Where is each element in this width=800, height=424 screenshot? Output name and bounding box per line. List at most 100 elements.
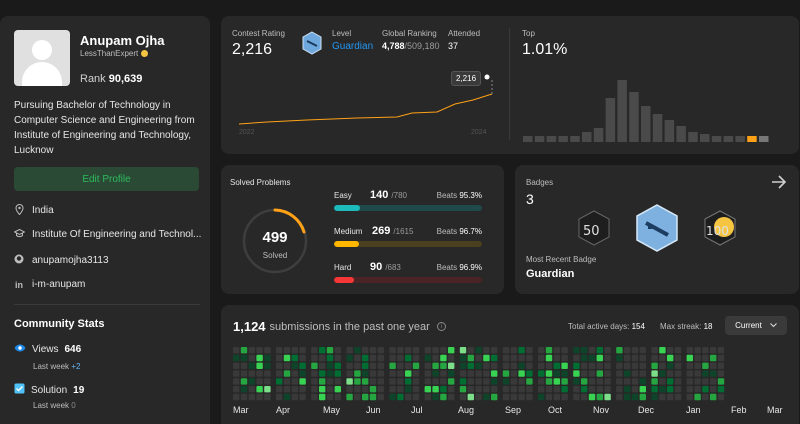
heatmap-cell[interactable]: [377, 362, 384, 369]
heatmap-cell[interactable]: [659, 393, 666, 401]
heatmap-cell[interactable]: [283, 347, 291, 354]
heatmap-cell[interactable]: [624, 347, 631, 354]
heatmap-cell[interactable]: [432, 370, 439, 377]
heatmap-cell[interactable]: [319, 347, 326, 354]
heatmap-cell[interactable]: [256, 354, 263, 362]
heatmap-cell[interactable]: [440, 393, 447, 401]
heatmap-cell[interactable]: [291, 393, 298, 401]
heatmap-cell[interactable]: [538, 354, 545, 362]
heatmap-cell[interactable]: [369, 378, 377, 385]
heatmap-cell[interactable]: [283, 393, 291, 401]
heatmap-cell[interactable]: [233, 378, 240, 385]
heatmap-cell[interactable]: [588, 362, 596, 369]
heatmap-cell[interactable]: [694, 386, 701, 393]
heatmap-cell[interactable]: [573, 378, 580, 385]
heatmap-cell[interactable]: [588, 386, 596, 393]
heatmap-cell[interactable]: [510, 354, 517, 362]
heatmap-cell[interactable]: [256, 370, 263, 377]
heatmap-cell[interactable]: [581, 347, 588, 354]
heatmap-cell[interactable]: [362, 378, 369, 385]
heatmap-cell[interactable]: [467, 354, 474, 362]
heatmap-cell[interactable]: [702, 370, 709, 377]
heatmap-cell[interactable]: [397, 370, 404, 377]
heatmap-cell[interactable]: [604, 370, 611, 377]
heatmap-cell[interactable]: [561, 354, 568, 362]
heatmap-cell[interactable]: [674, 386, 682, 393]
avatar[interactable]: [14, 30, 70, 86]
heatmap-cell[interactable]: [573, 386, 580, 393]
heatmap-cell[interactable]: [694, 362, 701, 369]
heatmap-cell[interactable]: [276, 378, 283, 385]
heatmap-cell[interactable]: [334, 362, 341, 369]
heatmap-cell[interactable]: [651, 347, 658, 354]
heatmap-cell[interactable]: [659, 347, 666, 354]
heatmap-cell[interactable]: [631, 347, 639, 354]
heatmap-cell[interactable]: [710, 386, 717, 393]
heatmap-cell[interactable]: [659, 362, 666, 369]
heatmap-cell[interactable]: [354, 354, 361, 362]
heatmap-cell[interactable]: [397, 378, 404, 385]
heatmap-cell[interactable]: [389, 370, 396, 377]
heatmap-cell[interactable]: [276, 393, 283, 401]
heatmap-cell[interactable]: [326, 347, 334, 354]
heatmap-cell[interactable]: [483, 347, 490, 354]
heatmap-cell[interactable]: [389, 362, 396, 369]
heatmap-cell[interactable]: [553, 386, 560, 393]
heatmap-cell[interactable]: [276, 370, 283, 377]
heatmap-cell[interactable]: [651, 370, 658, 377]
heatmap-cell[interactable]: [424, 347, 431, 354]
heatmap-cell[interactable]: [604, 354, 611, 362]
heatmap-cell[interactable]: [448, 354, 455, 362]
heatmap-cell[interactable]: [510, 362, 517, 369]
heatmap-cell[interactable]: [412, 378, 420, 385]
heatmap-cell[interactable]: [424, 386, 431, 393]
heatmap-cell[interactable]: [581, 362, 588, 369]
heatmap-cell[interactable]: [311, 386, 318, 393]
heatmap-cell[interactable]: [283, 386, 291, 393]
heatmap-cell[interactable]: [291, 378, 298, 385]
heatmap-cell[interactable]: [354, 393, 361, 401]
heatmap-cell[interactable]: [475, 393, 482, 401]
heatmap-cell[interactable]: [362, 354, 369, 362]
badge-guardian-icon[interactable]: [634, 203, 680, 258]
heatmap-cell[interactable]: [264, 393, 271, 401]
heatmap-cell[interactable]: [424, 370, 431, 377]
heatmap-cell[interactable]: [377, 354, 384, 362]
heatmap-cell[interactable]: [291, 362, 298, 369]
heatmap-cell[interactable]: [526, 378, 533, 385]
heatmap-cell[interactable]: [659, 386, 666, 393]
heatmap-cell[interactable]: [459, 370, 467, 377]
heatmap-cell[interactable]: [483, 354, 490, 362]
heatmap-cell[interactable]: [248, 354, 255, 362]
heatmap-cell[interactable]: [311, 378, 318, 385]
heatmap-cell[interactable]: [389, 347, 396, 354]
heatmap-cell[interactable]: [502, 362, 510, 369]
heatmap-cell[interactable]: [702, 378, 709, 385]
heatmap-cell[interactable]: [573, 393, 580, 401]
heatmap-cell[interactable]: [581, 378, 588, 385]
heatmap-cell[interactable]: [526, 354, 533, 362]
heatmap-cell[interactable]: [674, 347, 682, 354]
heatmap-cell[interactable]: [710, 362, 717, 369]
heatmap-cell[interactable]: [604, 347, 611, 354]
heatmap-cell[interactable]: [397, 347, 404, 354]
heatmap-cell[interactable]: [526, 347, 533, 354]
heatmap-cell[interactable]: [616, 347, 623, 354]
heatmap-cell[interactable]: [240, 378, 248, 385]
heatmap-cell[interactable]: [354, 362, 361, 369]
heatmap-cell[interactable]: [491, 354, 498, 362]
heatmap-cell[interactable]: [424, 393, 431, 401]
heatmap-cell[interactable]: [467, 378, 474, 385]
heatmap-cell[interactable]: [299, 347, 306, 354]
heatmap-cell[interactable]: [651, 354, 658, 362]
heatmap-cell[interactable]: [553, 362, 560, 369]
heatmap-cell[interactable]: [377, 370, 384, 377]
heatmap-cell[interactable]: [518, 370, 525, 377]
heatmap-cell[interactable]: [475, 370, 482, 377]
heatmap-cell[interactable]: [596, 386, 603, 393]
heatmap-cell[interactable]: [405, 347, 412, 354]
heatmap-cell[interactable]: [283, 354, 291, 362]
heatmap-cell[interactable]: [502, 347, 510, 354]
heatmap-cell[interactable]: [369, 386, 377, 393]
heatmap-cell[interactable]: [502, 393, 510, 401]
